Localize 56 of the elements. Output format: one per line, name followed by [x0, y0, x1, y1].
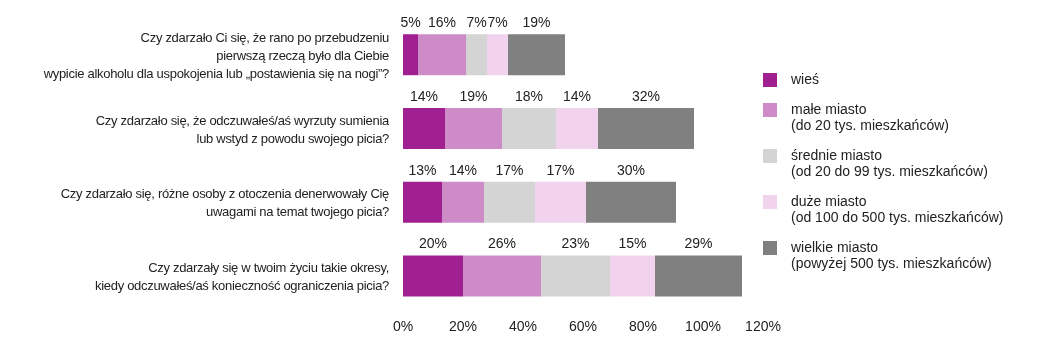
bar: [403, 255, 463, 297]
data-label: 29%: [684, 235, 713, 252]
legend-label: wieś: [791, 71, 820, 87]
bar: [403, 34, 418, 76]
y-tick-label: Czy zdarzało Ci się, że rano po przebudzeniu pierwszą rzeczą było dla Ciebie wypicie alkoholu dla uspokojenia lub „postawienia się na nogi”?: [42, 29, 390, 81]
bar: [502, 107, 556, 149]
data-label: 17%: [546, 161, 575, 178]
y-tick-label: Czy zdarzało się, że odczuwałeś/aś wyrzuty sumienia lub wstyd z powodu swojego picia?: [95, 112, 391, 146]
bar: [442, 181, 484, 223]
data-label: 5%: [400, 14, 421, 31]
data-label: 23%: [561, 235, 590, 252]
bar: [655, 255, 742, 297]
bar: [484, 181, 535, 223]
data-label: 17%: [495, 161, 524, 178]
data-label: 32%: [631, 87, 661, 104]
legend-label: wielkie miasto (powyżej 500 tys. mieszkańców): [791, 239, 992, 271]
data-label: 20%: [418, 235, 448, 252]
bar: [403, 181, 442, 223]
data-label: 26%: [487, 235, 517, 252]
bar: [445, 107, 502, 149]
data-label: 15%: [618, 235, 647, 252]
bar: [418, 34, 466, 76]
bar: [463, 255, 541, 297]
bar: [508, 34, 565, 76]
bar: [541, 255, 610, 297]
bar: [598, 107, 694, 149]
x-tick-label: 100%: [685, 317, 721, 334]
data-label: 18%: [514, 87, 544, 104]
bar: [487, 34, 508, 76]
legend-label: małe miasto (do 20 tys. mieszkańców): [791, 101, 949, 133]
y-tick-label: Czy zdarzało się, różne osoby z otoczenia denerwowały Cię uwagami na temat twojego picia?: [60, 185, 390, 219]
legend-label: duże miasto (od 100 do 500 tys. mieszkańców): [791, 193, 1004, 225]
data-label: 13%: [408, 161, 437, 178]
x-tick-label: 40%: [508, 317, 538, 334]
data-label: 16%: [427, 14, 457, 31]
data-label: 14%: [409, 87, 439, 104]
bar: [586, 181, 676, 223]
legend-label: średnie miasto (od 20 do 99 tys. mieszkańców): [791, 147, 988, 179]
x-tick-label: 20%: [448, 317, 478, 334]
x-tick-label: 0%: [392, 317, 414, 334]
data-label: 19%: [522, 14, 551, 31]
data-label: 7%: [466, 14, 487, 31]
y-tick-label: Czy zdarzały się w twoim życiu takie okresy, kiedy odczuwałeś/aś konieczność ograniczenia picia?: [95, 259, 390, 293]
x-tick-label: 120%: [745, 317, 781, 334]
bar: [403, 107, 445, 149]
data-label: 19%: [459, 87, 488, 104]
bar: [535, 181, 586, 223]
data-label: 7%: [487, 14, 508, 31]
bar: [466, 34, 487, 76]
x-tick-label: 60%: [568, 317, 598, 334]
bar: [556, 107, 598, 149]
x-tick-label: 80%: [628, 317, 658, 334]
data-label: 14%: [562, 87, 592, 104]
data-label: 30%: [616, 161, 646, 178]
data-label: 14%: [448, 161, 478, 178]
bar: [610, 255, 655, 297]
